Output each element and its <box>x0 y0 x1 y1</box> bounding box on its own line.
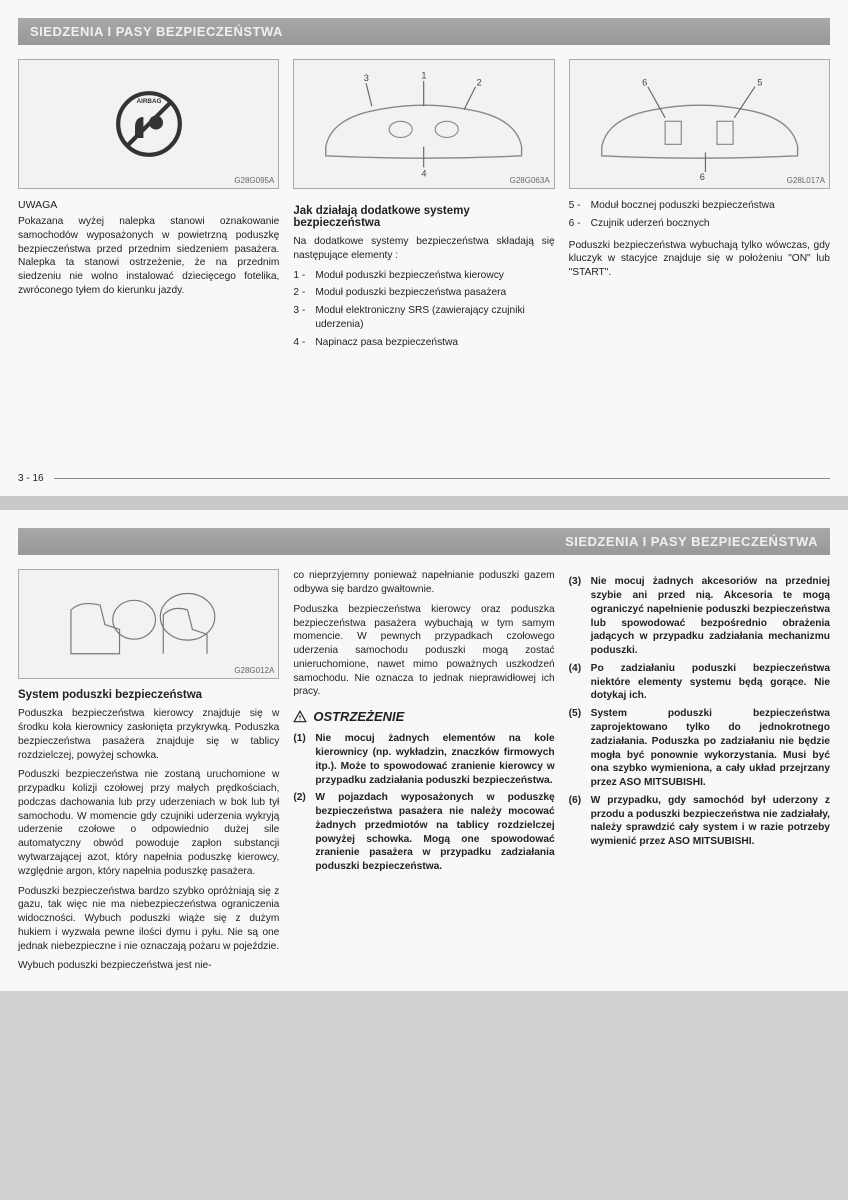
body-text: Poduszki bezpieczeństwa nie zostaną uruc… <box>18 768 279 878</box>
body-text: Wybuch poduszki bezpieczeństwa jest nie- <box>18 959 279 973</box>
section-header: SIEDZENIA I PASY BEZPIECZEŃSTWA <box>18 528 830 555</box>
warning-item: (3)Nie mocuj żadnych akcesoriów na przed… <box>569 575 830 658</box>
note-text: Pokazana wyżej nalepka stanowi oznakowan… <box>18 215 279 298</box>
component-item: 1 -Moduł poduszki bezpieczeństwa kierowc… <box>293 269 554 283</box>
warning-item: (2)W pojazdach wyposażonych w poduszkę b… <box>293 791 554 874</box>
body-text: Poduszka bezpieczeństwa kierowcy oraz po… <box>293 603 554 699</box>
note-heading: UWAGA <box>18 199 279 211</box>
text-col-3: (3)Nie mocuj żadnych akcesoriów na przed… <box>569 569 830 979</box>
manual-page-1: SIEDZENIA I PASY BEZPIECZEŃSTWA AIRBAG G… <box>0 0 848 496</box>
manual-page-2: SIEDZENIA I PASY BEZPIECZEŃSTWA G28G012A… <box>0 510 848 991</box>
component-item: 6 -Czujnik uderzeń bocznych <box>569 217 830 231</box>
warning-triangle-icon <box>293 710 307 724</box>
body-text: Poduszki bezpieczeństwa bardzo szybko op… <box>18 885 279 954</box>
car-side-diagram-icon: 6 5 6 <box>583 66 816 181</box>
component-item: 2 -Moduł poduszki bezpieczeństwa pasażer… <box>293 286 554 300</box>
airbag-no-childseat-icon: AIRBAG <box>114 89 184 159</box>
component-item: 4 -Napinacz pasa bezpieczeństwa <box>293 336 554 350</box>
svg-text:6: 6 <box>642 78 647 88</box>
figure-airbag-deploy: G28G012A <box>18 569 279 679</box>
text-col-3: 5 -Moduł bocznej poduszki bezpieczeństwa… <box>569 199 830 353</box>
car-front-diagram-icon: 3 1 2 4 <box>307 66 540 181</box>
svg-text:AIRBAG: AIRBAG <box>136 98 161 105</box>
figure-srs-components: 3 1 2 4 G28G063A <box>293 59 554 189</box>
text-col-1: UWAGA Pokazana wyżej nalepka stanowi ozn… <box>18 199 279 353</box>
figure-col-1: AIRBAG G28G095A <box>18 59 279 199</box>
figure-code: G28G095A <box>234 176 274 185</box>
text-col-2: co nieprzyjemny ponieważ napełnianie pod… <box>293 569 554 979</box>
section-header: SIEDZENIA I PASY BEZPIECZEŃSTWA <box>18 18 830 45</box>
page-number: 3 - 16 <box>18 473 830 484</box>
warning-item: (5)System poduszki bezpieczeństwa zaproj… <box>569 707 830 790</box>
svg-text:6: 6 <box>699 172 704 181</box>
figure-code: G28L017A <box>787 176 825 185</box>
warning-item: (4)Po zadziałaniu poduszki bezpieczeństw… <box>569 662 830 703</box>
figure-airbag-label: AIRBAG G28G095A <box>18 59 279 189</box>
figure-code: G28G012A <box>234 666 274 675</box>
page-separator <box>0 496 848 510</box>
figure-col-3: 6 5 6 G28L017A <box>569 59 830 199</box>
subsection-heading: Jak działają dodatkowe systemy bezpiecze… <box>293 205 554 229</box>
text-col-1: G28G012A System poduszki bezpieczeństwa … <box>18 569 279 979</box>
svg-text:5: 5 <box>757 78 762 88</box>
airbag-deployment-icon <box>32 576 265 673</box>
text-row: G28G012A System poduszki bezpieczeństwa … <box>18 569 830 979</box>
warning-item: (6)W przypadku, gdy samochód był uderzon… <box>569 794 830 849</box>
component-item: 5 -Moduł bocznej poduszki bezpieczeństwa <box>569 199 830 213</box>
body-text: Poduszka bezpieczeństwa kierowcy znajduj… <box>18 707 279 762</box>
svg-text:2: 2 <box>477 78 482 88</box>
figure-side-airbag: 6 5 6 G28L017A <box>569 59 830 189</box>
figure-col-2: 3 1 2 4 G28G063A <box>293 59 554 199</box>
svg-text:4: 4 <box>422 169 427 179</box>
figure-code: G28G063A <box>510 176 550 185</box>
svg-text:1: 1 <box>422 71 427 81</box>
warning-item: (1)Nie mocuj żadnych elementów na kole k… <box>293 732 554 787</box>
body-text: co nieprzyjemny ponieważ napełnianie pod… <box>293 569 554 597</box>
body-text: Poduszki bezpieczeństwa wybuchają tylko … <box>569 239 830 280</box>
warning-heading: OSTRZEŻENIE <box>293 709 554 724</box>
figure-row: AIRBAG G28G095A 3 1 2 4 G28G063A <box>18 59 830 199</box>
svg-text:3: 3 <box>364 73 369 83</box>
subsection-heading: System poduszki bezpieczeństwa <box>18 689 279 701</box>
text-col-2: Jak działają dodatkowe systemy bezpiecze… <box>293 199 554 353</box>
intro-text: Na dodatkowe systemy bezpieczeństwa skła… <box>293 235 554 263</box>
text-row: UWAGA Pokazana wyżej nalepka stanowi ozn… <box>18 199 830 353</box>
component-item: 3 -Moduł elektroniczny SRS (zawierający … <box>293 304 554 332</box>
